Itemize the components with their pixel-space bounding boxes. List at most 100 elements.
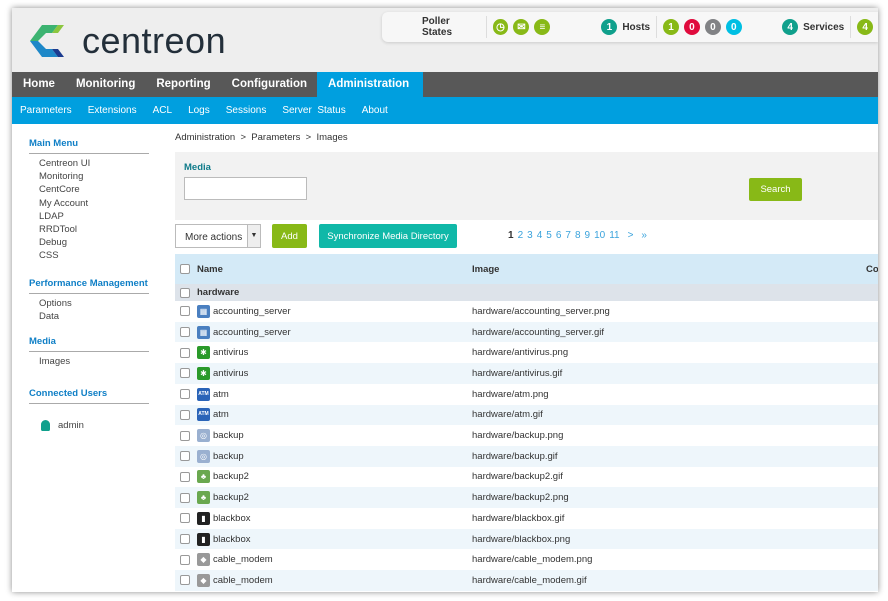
sidebar-item[interactable]: Debug (39, 237, 67, 249)
envelope-icon[interactable]: ✉ (513, 19, 530, 35)
row-checkbox[interactable] (180, 368, 190, 379)
row-checkbox[interactable] (180, 554, 190, 565)
page-link[interactable]: > (627, 230, 634, 241)
row-checkbox[interactable] (180, 451, 190, 462)
table-row[interactable]: ▦ accounting_server hardware/accounting_se… (175, 321, 878, 343)
column-comment[interactable]: Co (866, 263, 878, 275)
page-link[interactable]: 10 (594, 230, 606, 241)
sidebar-item[interactable]: RRDTool (39, 224, 78, 235)
image-name[interactable]: accounting_server (213, 305, 291, 317)
sync-media-button[interactable]: Synchronize Media Directory (319, 224, 457, 248)
table-row[interactable]: ATM atm hardware/atm.png (175, 383, 878, 405)
subnav-about[interactable]: About (361, 105, 388, 116)
table-row[interactable]: ◎ backup hardware/backup.gif (175, 445, 878, 467)
page-link[interactable]: 5 (546, 230, 552, 241)
image-name[interactable]: accounting_server (213, 326, 291, 338)
table-row[interactable]: ◆ cable_modem hardware/cable_modem.gif (175, 570, 878, 591)
database-icon[interactable]: ≡ (534, 19, 551, 35)
column-name[interactable]: Name (197, 263, 223, 275)
subnav-parameters[interactable]: Parameters (20, 105, 72, 116)
page-link[interactable]: 1 (508, 230, 514, 241)
nav-administration[interactable]: Administration (317, 72, 424, 97)
nav-home[interactable]: Home (23, 78, 55, 90)
table-row[interactable]: ✱ antivirus hardware/antivirus.png (175, 342, 878, 364)
page-link[interactable]: 11 (609, 230, 620, 241)
sidebar-item[interactable]: LDAP (39, 210, 64, 222)
image-name[interactable]: cable_modem (213, 554, 273, 566)
row-checkbox[interactable] (180, 471, 190, 482)
sidebar-item[interactable]: Monitoring (39, 171, 84, 183)
logo[interactable]: centreon (28, 20, 226, 62)
sidebar-item[interactable]: CSS (39, 250, 59, 262)
subnav-server-status[interactable]: Server Status (282, 105, 346, 116)
hosts-down[interactable]: 0 (683, 19, 700, 35)
image-name[interactable]: cable_modem (213, 574, 273, 586)
sidebar-item[interactable]: Data (39, 311, 60, 323)
row-checkbox[interactable] (180, 306, 190, 317)
page-link[interactable]: 7 (565, 230, 571, 241)
row-checkbox[interactable] (180, 347, 190, 358)
table-row[interactable]: ✱ antivirus hardware/antivirus.gif (175, 363, 878, 384)
add-button[interactable]: Add (272, 224, 307, 248)
subnav-sessions[interactable]: Sessions (225, 105, 267, 116)
subnav-logs[interactable]: Logs (188, 105, 210, 116)
row-checkbox[interactable] (180, 389, 190, 400)
services-ok[interactable]: 4 (857, 19, 874, 35)
services-label[interactable]: Services (803, 21, 845, 33)
sidebar-item[interactable]: Options (39, 298, 72, 309)
table-row[interactable]: ▦ accounting_server hardware/accounting_se… (175, 301, 878, 322)
page-link[interactable]: 6 (555, 230, 562, 241)
nav-configuration[interactable]: Configuration (231, 78, 308, 90)
sidebar-item[interactable]: My Account (39, 197, 89, 209)
column-image[interactable]: Image (472, 263, 500, 275)
row-checkbox[interactable] (180, 492, 190, 503)
table-row[interactable]: ◆ cable_modem hardware/cable_modem.png (175, 549, 878, 571)
connected-user[interactable]: admin (41, 420, 84, 431)
select-all-checkbox[interactable] (180, 264, 190, 274)
image-name[interactable]: atm (213, 409, 229, 421)
page-link[interactable]: 3 (527, 230, 533, 241)
sidebar-item[interactable]: CentCore (39, 184, 80, 196)
image-name[interactable]: backup2 (213, 492, 249, 504)
table-row[interactable]: ATM atm hardware/atm.gif (175, 404, 878, 426)
clock-icon[interactable]: ◷ (492, 19, 509, 35)
image-name[interactable]: blackbox (213, 533, 251, 545)
hosts-up[interactable]: 1 (663, 19, 679, 35)
page-link[interactable]: 2 (517, 230, 524, 241)
search-button[interactable]: Search (749, 178, 802, 201)
hosts-pending[interactable]: 0 (725, 19, 742, 35)
row-checkbox[interactable] (180, 575, 190, 586)
row-checkbox[interactable] (180, 430, 190, 441)
image-name[interactable]: backup2 (213, 471, 249, 483)
more-actions-select[interactable]: More actions ▼ (175, 224, 261, 248)
sidebar-item[interactable]: Centreon UI (39, 158, 91, 169)
image-name[interactable]: backup (213, 450, 244, 462)
nav-reporting[interactable]: Reporting (156, 78, 211, 90)
table-row[interactable]: ♣ backup2 hardware/backup2.gif (175, 466, 878, 488)
table-row[interactable]: ▮ blackbox hardware/blackbox.gif (175, 508, 878, 529)
hosts-unreachable[interactable]: 0 (704, 19, 721, 35)
group-checkbox[interactable] (180, 287, 190, 298)
image-name[interactable]: antivirus (213, 347, 249, 359)
row-checkbox[interactable] (180, 327, 190, 338)
hosts-label[interactable]: Hosts (622, 21, 651, 33)
page-link[interactable]: 8 (574, 230, 581, 241)
image-name[interactable]: atm (213, 388, 229, 400)
subnav-acl[interactable]: ACL (152, 105, 173, 116)
hosts-count[interactable]: 1 (601, 19, 618, 35)
page-link[interactable]: 4 (536, 230, 543, 241)
subnav-extensions[interactable]: Extensions (87, 105, 137, 116)
page-link[interactable]: » (641, 230, 647, 241)
table-row[interactable]: ▮ blackbox hardware/blackbox.png (175, 528, 878, 550)
row-checkbox[interactable] (180, 409, 190, 420)
nav-monitoring[interactable]: Monitoring (75, 78, 136, 90)
table-row[interactable]: ♣ backup2 hardware/backup2.png (175, 487, 878, 508)
sidebar-item[interactable]: Images (39, 356, 71, 367)
media-input[interactable] (184, 177, 307, 200)
page-link[interactable]: 9 (584, 230, 591, 241)
image-name[interactable]: antivirus (213, 367, 249, 379)
row-checkbox[interactable] (180, 534, 190, 545)
image-name[interactable]: blackbox (213, 512, 251, 524)
services-count[interactable]: 4 (782, 19, 799, 35)
table-row[interactable]: ◎ backup hardware/backup.png (175, 425, 878, 446)
